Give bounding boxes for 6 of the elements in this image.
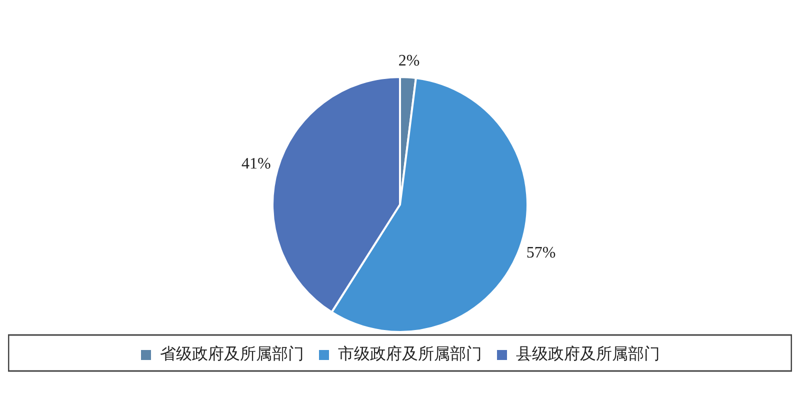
legend-label: 省级政府及所属部门 [160,344,304,364]
legend-label: 县级政府及所属部门 [516,344,660,364]
data-label: 41% [242,156,271,173]
data-label: 57% [526,244,556,262]
data-label: 2% [398,52,420,70]
legend-label: 市级政府及所属部门 [338,344,482,364]
